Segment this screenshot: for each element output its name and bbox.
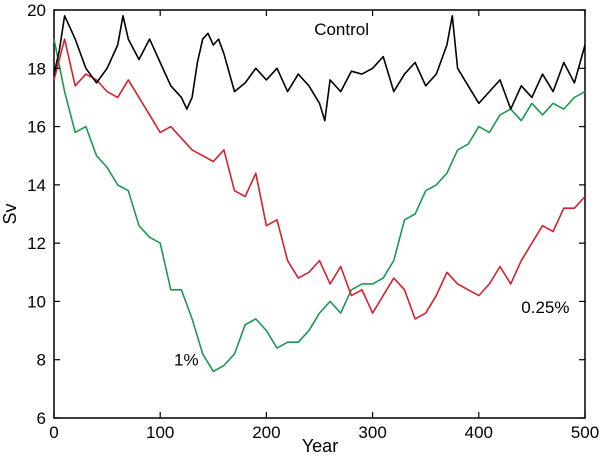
x-tick-label: 100	[146, 423, 174, 442]
y-tick-label: 18	[27, 59, 46, 78]
y-axis-title: Sv	[0, 203, 20, 224]
x-tick-label: 0	[49, 423, 58, 442]
x-axis-title: Year	[302, 436, 338, 456]
y-tick-label: 16	[27, 118, 46, 137]
series-line-0-25	[53, 38, 586, 320]
series-line-control	[53, 15, 586, 122]
series-group	[53, 15, 586, 373]
annotations: Control 0.25% 1%	[174, 20, 569, 370]
series-label-1: 1%	[174, 351, 199, 370]
x-ticks: 0 100 200 300 400 500	[49, 10, 599, 442]
x-tick-label: 500	[571, 423, 599, 442]
series-line-1	[53, 38, 586, 373]
x-tick-label: 400	[465, 423, 493, 442]
y-tick-label: 14	[27, 176, 46, 195]
y-ticks: 6 8 10 12 14 16 18 20	[27, 1, 585, 428]
y-tick-label: 10	[27, 292, 46, 311]
y-tick-label: 8	[37, 351, 46, 370]
series-label-0-25: 0.25%	[521, 298, 569, 317]
series-label-control: Control	[314, 20, 369, 39]
y-tick-label: 20	[27, 1, 46, 20]
y-tick-label: 6	[37, 409, 46, 428]
y-tick-label: 12	[27, 234, 46, 253]
x-tick-label: 200	[252, 423, 280, 442]
plot-frame	[53, 9, 586, 419]
x-tick-label: 300	[358, 423, 386, 442]
